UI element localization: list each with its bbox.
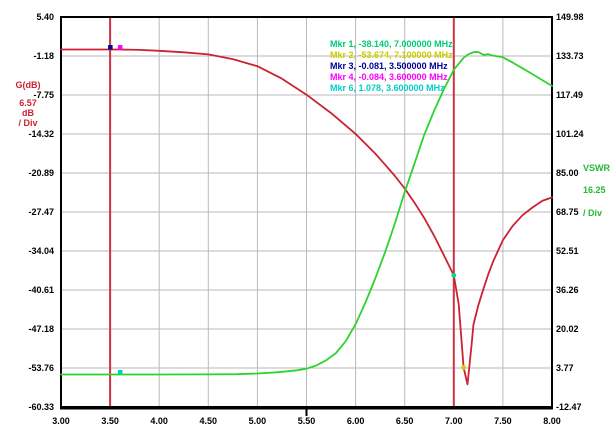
y-left-tick-label: -34.04 <box>28 246 54 256</box>
y-left-tick-label: -40.61 <box>28 285 54 295</box>
marker-4-icon <box>117 45 123 50</box>
y-right-tick-label: 68.75 <box>556 207 579 217</box>
marker-3-icon <box>108 45 113 50</box>
trace-gain <box>60 48 553 386</box>
x-tick-label: 5.00 <box>248 416 267 426</box>
y-right-tick-label: 101.24 <box>556 129 584 139</box>
right-axis-per-div-value: 16.25 <box>583 185 606 195</box>
x-tick-label: 6.00 <box>346 416 365 426</box>
legend-item-mkr1: Mkr 1, -38.140, 7.000000 MHz <box>330 39 453 49</box>
y-right-tick-label: 20.02 <box>556 324 579 334</box>
y-right-tick-label: -12.47 <box>556 402 582 412</box>
x-tick-label: 4.00 <box>150 416 168 426</box>
y-left-tick-label: -14.32 <box>28 129 54 139</box>
y-right-tick-label: 117.49 <box>556 90 584 100</box>
y-right-tick-label: 85.00 <box>556 168 579 178</box>
marker-1-icon <box>451 272 457 278</box>
y-left-tick-label: -7.75 <box>33 90 54 100</box>
y-left-tick-label: -47.18 <box>28 324 54 334</box>
left-axis-per-div-value: 6.57 <box>19 98 37 108</box>
left-axis-per-div-unit: dB <box>22 108 34 118</box>
trace-vswr <box>60 51 553 376</box>
y-left-tick-label: -53.76 <box>28 363 54 373</box>
x-tick-label: 4.50 <box>199 416 218 426</box>
x-tick-label: 3.50 <box>101 416 119 426</box>
x-tick-label: 8.00 <box>543 416 561 426</box>
legend-item-mkr2: Mkr 2, -53.674, 7.100000 MHz <box>330 50 453 60</box>
y-left-tick-label: -27.47 <box>28 207 54 217</box>
x-tick-label: 7.00 <box>445 416 463 426</box>
right-axis-title: VSWR <box>583 163 616 173</box>
left-axis-per-div-suffix: / Div <box>18 118 38 128</box>
legend-item-mkr3: Mkr 3, -0.081, 3.500000 MHz <box>330 61 448 71</box>
left-axis-label: G(dB) <box>15 80 41 90</box>
y-right-tick-label: 3.77 <box>556 363 574 373</box>
x-tick-label: 5.50 <box>297 416 316 426</box>
legend-item-mkr6: Mkr 6, 1.078, 3.600000 MHz <box>330 83 445 93</box>
x-tick-label: 3.00 <box>52 416 70 426</box>
right-axis-label: VSWR <box>583 163 610 173</box>
x-tick-label: 7.50 <box>494 416 512 426</box>
left-axis-title: G(dB) <box>6 80 50 90</box>
y-left-tick-label: -1.18 <box>33 51 54 61</box>
y-left-tick-label: -20.89 <box>28 168 54 178</box>
right-axis-per-div-suffix: / Div <box>583 208 603 218</box>
y-left-tick-label: -60.33 <box>28 402 54 412</box>
y-right-tick-label: 52.51 <box>556 246 579 256</box>
y-right-tick-label: 36.26 <box>556 285 579 295</box>
y-right-tick-label: 133.73 <box>556 51 584 61</box>
y-right-tick-label: 149.98 <box>556 12 584 22</box>
marker-2-icon <box>461 365 467 370</box>
marker-6-icon <box>117 369 123 375</box>
x-tick-label: 6.50 <box>395 416 414 426</box>
y-left-tick-label: 5.40 <box>36 12 54 22</box>
legend-item-mkr4: Mkr 4, -0.084, 3.600000 MHz <box>330 72 448 82</box>
